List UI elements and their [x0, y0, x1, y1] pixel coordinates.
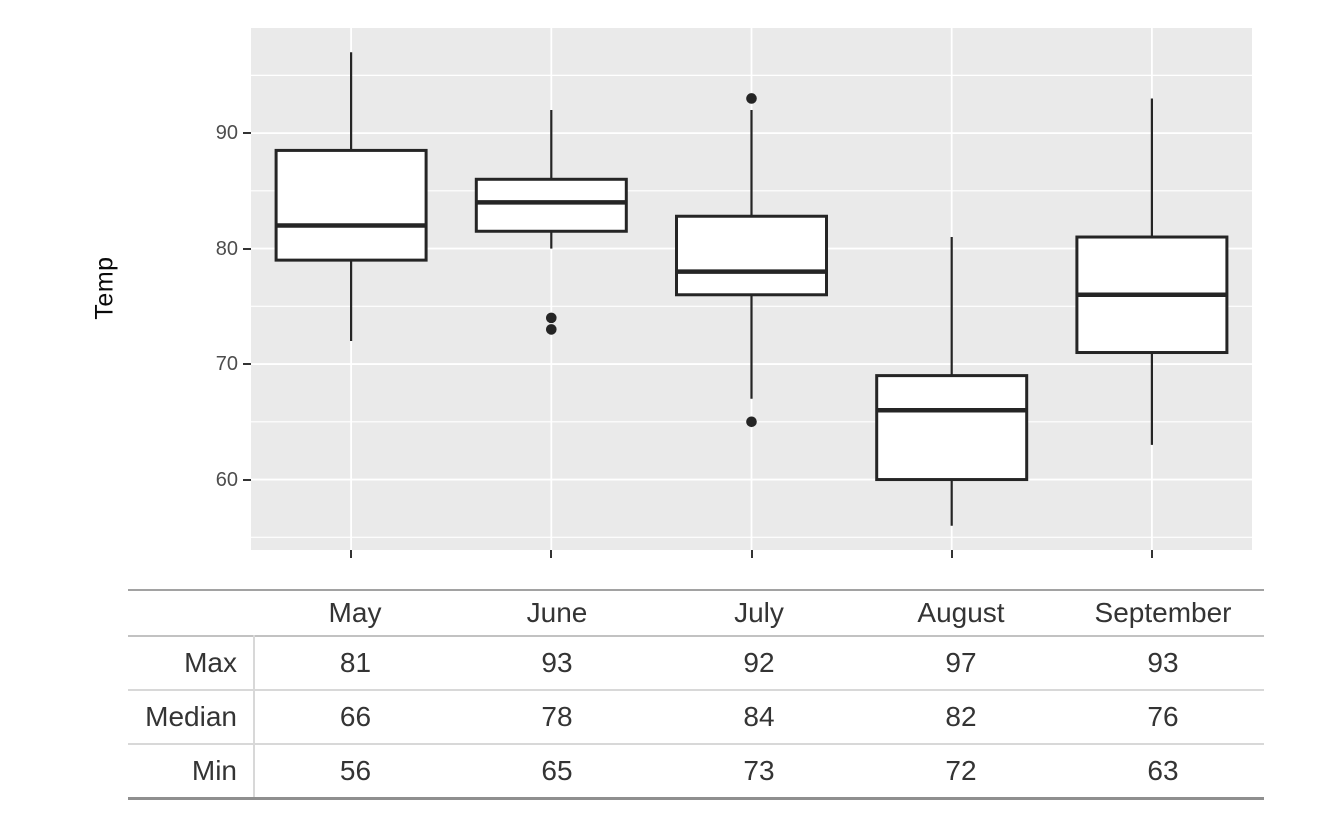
boxplot-august-box — [875, 374, 1029, 482]
table-column-header-september: September — [1094, 597, 1232, 628]
boxplot-svg — [251, 28, 1252, 550]
boxplot-july-box — [675, 214, 828, 297]
boxplot-july-outlier-point — [746, 416, 757, 428]
table-cell: 81 — [339, 647, 372, 678]
y-tick-label: 70 — [215, 353, 238, 376]
table-row-label: Max — [128, 636, 255, 690]
table-cell: 93 — [541, 647, 573, 678]
y-axis-title: Temp — [90, 256, 119, 320]
y-tick-mark — [243, 247, 251, 250]
table-cell: 92 — [743, 647, 775, 678]
table-row-min: Min 56 65 73 72 63 — [128, 744, 1264, 798]
table-corner-cell — [128, 590, 254, 636]
table-cell: 66 — [339, 701, 372, 732]
x-tick-mark-june — [550, 550, 553, 558]
table-column-header-august: August — [917, 597, 1005, 628]
table-cell: 82 — [945, 701, 977, 732]
x-tick-mark-august — [950, 550, 953, 558]
table-column-header-june: June — [526, 597, 588, 628]
y-tick-mark — [243, 132, 251, 135]
stats-table: May June July August September Max 81 93 92 97 93… — [128, 589, 1264, 800]
stats-table-header: May June July August September — [128, 590, 1264, 636]
y-tick-label: 60 — [215, 468, 238, 491]
table-cell: 93 — [1147, 647, 1179, 678]
table-header-row: May June July August September — [128, 590, 1264, 636]
boxplot-may-box — [274, 148, 428, 262]
boxplot-june-outlier-point — [546, 312, 557, 324]
x-tick-mark-july — [750, 550, 753, 558]
table-row-max: Max 81 93 92 97 93 — [128, 636, 1264, 690]
table-cell: 72 — [945, 754, 977, 786]
table-cell: 63 — [1147, 754, 1179, 786]
table-cell: 65 — [541, 754, 573, 786]
boxplot-june-outlier-point — [546, 324, 557, 335]
y-tick-label: 90 — [215, 122, 238, 145]
table-row-label: Median — [128, 690, 255, 744]
stats-table-body: Max 81 93 92 97 93 Median 66 78 84 82 76 Min 56 65 73 72… — [128, 636, 1264, 798]
table-row-median: Median 66 78 84 82 76 — [128, 690, 1264, 744]
plot-panel — [251, 28, 1252, 550]
table-column-header-july: July — [734, 597, 784, 628]
x-tick-mark-may — [350, 550, 353, 558]
table-cell: 73 — [743, 754, 775, 786]
y-tick-label: 80 — [215, 237, 238, 260]
y-tick-mark — [243, 363, 251, 366]
table-row-label: Min — [128, 744, 255, 798]
boxplot-july-outlier-point — [746, 93, 757, 104]
table-cell: 78 — [541, 701, 573, 732]
table-cell: 97 — [945, 647, 977, 678]
table-cell: 56 — [339, 754, 372, 786]
table-column-header-may: May — [328, 597, 382, 628]
table-cell: 84 — [743, 701, 775, 732]
y-tick-mark — [243, 478, 251, 481]
x-tick-mark-september — [1150, 550, 1153, 558]
boxplot-june-box — [474, 177, 628, 233]
table-cell: 76 — [1147, 701, 1179, 732]
